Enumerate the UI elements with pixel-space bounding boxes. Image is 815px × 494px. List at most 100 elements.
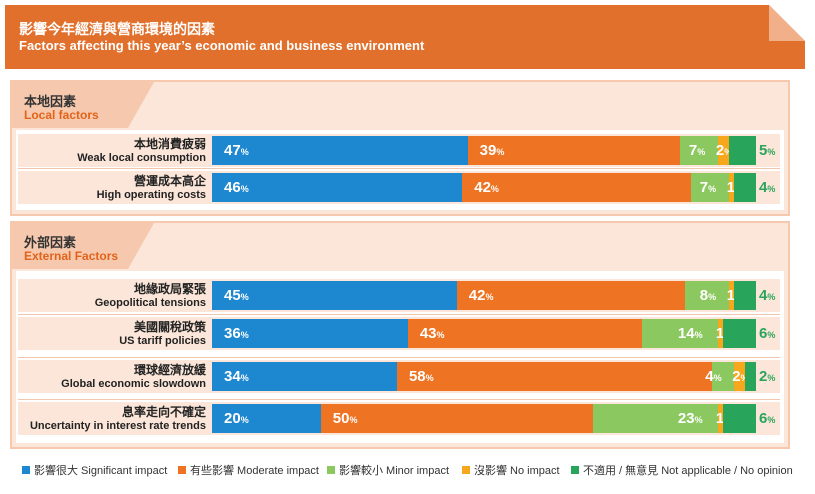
row-separator [18, 357, 780, 358]
bar-segment-not-applicable [745, 362, 756, 391]
data-label-not-applicable: 6% [759, 325, 776, 342]
bar-segment-not-applicable [728, 136, 756, 165]
data-label-no-impact: 2% [715, 142, 732, 159]
row-label-en: Weak local consumption [77, 152, 206, 164]
bar-segment-significant [212, 281, 457, 310]
legend-label: 不適用 / 無意見 Not applicable / No opinion [583, 465, 793, 477]
bar-segment-not-applicable [723, 404, 756, 433]
data-label-significant: 47% [224, 142, 249, 159]
row-label: 地緣政局緊張 Geopolitical tensions [10, 282, 206, 310]
row-label-zh: 美國關稅政策 [133, 320, 206, 334]
row-label-zh: 環球經濟放緩 [133, 363, 206, 377]
tab-external-factors [12, 223, 154, 269]
row-separator [18, 399, 780, 400]
bar-segment-no-impact [728, 281, 735, 310]
data-label-significant: 20% [224, 410, 249, 427]
bar-segment-no-impact [734, 362, 746, 391]
data-label-minor: 14% [677, 325, 703, 342]
bar-segment-moderate [456, 281, 686, 310]
bar-segment-no-impact [717, 404, 724, 433]
data-label-moderate: 39% [479, 142, 505, 159]
bar-segment-not-applicable [734, 173, 756, 202]
legend-item-no-impact: 沒影響 No impact [462, 463, 560, 479]
row-label-zh: 本地消費疲弱 [133, 137, 206, 151]
bar-segment-significant [212, 362, 397, 391]
data-label-not-applicable: 4% [759, 287, 776, 304]
bar-segment-minor [685, 281, 729, 310]
bar-segment-moderate [407, 319, 642, 348]
bar-segment-moderate [462, 173, 691, 202]
bar-segment-moderate [467, 136, 680, 165]
bar-segment-no-impact [717, 319, 724, 348]
data-label-moderate: 42% [474, 179, 499, 196]
data-label-minor: 8% [699, 287, 717, 304]
row-label: 美國關稅政策 US tariff policies [10, 320, 206, 348]
bar-segment-no-impact [717, 136, 729, 165]
row-label-en: Uncertainty in interest rate trends [29, 420, 206, 432]
data-label-minor: 23% [677, 410, 703, 427]
row-label-en: Geopolitical tensions [94, 297, 206, 309]
data-label-not-applicable: 6% [759, 410, 776, 427]
legend-swatch [462, 466, 470, 474]
bar-segment-not-applicable [734, 281, 756, 310]
data-label-significant: 46% [224, 179, 249, 196]
data-label-moderate: 43% [419, 325, 445, 342]
banner-shape [5, 5, 805, 69]
title-banner: 影響今年經濟與營商環境的因素 Factors affecting this ye… [5, 5, 805, 69]
bar-segment-moderate [320, 404, 593, 433]
legend-label: 有些影響 Moderate impact [190, 465, 319, 477]
legend-item-moderate: 有些影響 Moderate impact [178, 463, 319, 479]
legend-swatch [327, 466, 335, 474]
data-label-minor: 7% [699, 179, 717, 196]
row-label: 環球經濟放緩 Global economic slowdown [10, 363, 206, 391]
row-label: 營運成本高企 High operating costs [10, 174, 206, 202]
bar-segment-moderate [396, 362, 713, 391]
bar-segment-minor [679, 136, 718, 165]
bar-segment-significant [212, 319, 408, 348]
legend-label: 影響很大 Significant impact [34, 465, 168, 477]
bar-segment-significant [212, 404, 321, 433]
bar-segment-minor [690, 173, 729, 202]
legend-swatch [571, 466, 579, 474]
data-label-significant: 45% [224, 287, 249, 304]
legend-item-significant: 影響很大 Significant impact [22, 463, 167, 479]
row-label-en: US tariff policies [119, 335, 206, 347]
data-label-no-impact: 2% [732, 368, 748, 385]
row-label-zh: 息率走向不確定 [121, 405, 206, 419]
group-title-en: Local factors [24, 108, 99, 122]
data-label-significant: 34% [224, 368, 249, 385]
data-label-minor: 4% [705, 368, 722, 385]
bar-segment-significant [212, 136, 468, 165]
legend-swatch [178, 466, 186, 474]
group-title-zh: 本地因素 [24, 94, 77, 109]
bar-segment-not-applicable [723, 319, 756, 348]
tab-local-factors [12, 82, 154, 128]
chart-title-zh: 影響今年經濟與營商環境的因素 [19, 21, 215, 37]
row-label-en: Global economic slowdown [61, 378, 206, 390]
data-label-not-applicable: 4% [759, 179, 776, 196]
row-label-zh: 營運成本高企 [133, 174, 206, 188]
row-label-en: High operating costs [96, 189, 206, 201]
group-title-en: External Factors [24, 249, 119, 263]
row-label-zh: 地緣政局緊張 [133, 282, 206, 296]
chart-title-en: Factors affecting this year’s economic a… [19, 38, 425, 53]
group-title-zh: 外部因素 [24, 235, 77, 250]
bar-segment-minor [641, 319, 718, 348]
row-separator [18, 314, 780, 315]
bar-segment-significant [212, 173, 463, 202]
legend-item-minor: 影響較小 Minor impact [327, 463, 449, 479]
data-label-not-applicable: 5% [759, 142, 776, 159]
legend-label: 影響較小 Minor impact [339, 465, 450, 477]
row-label: 本地消費疲弱 Weak local consumption [10, 137, 206, 165]
legend-label: 沒影響 No impact [474, 465, 560, 477]
row-label: 息率走向不確定 Uncertainty in interest rate tren… [10, 405, 206, 433]
data-label-moderate: 58% [408, 368, 434, 385]
bar-segment-minor [712, 362, 735, 391]
bar-segment-minor [592, 404, 718, 433]
data-label-not-applicable: 2% [759, 368, 776, 385]
data-label-significant: 36% [224, 325, 249, 342]
data-label-minor: 7% [688, 142, 706, 159]
bar-segment-no-impact [728, 173, 735, 202]
data-label-moderate: 42% [468, 287, 494, 304]
data-label-moderate: 50% [332, 410, 358, 427]
